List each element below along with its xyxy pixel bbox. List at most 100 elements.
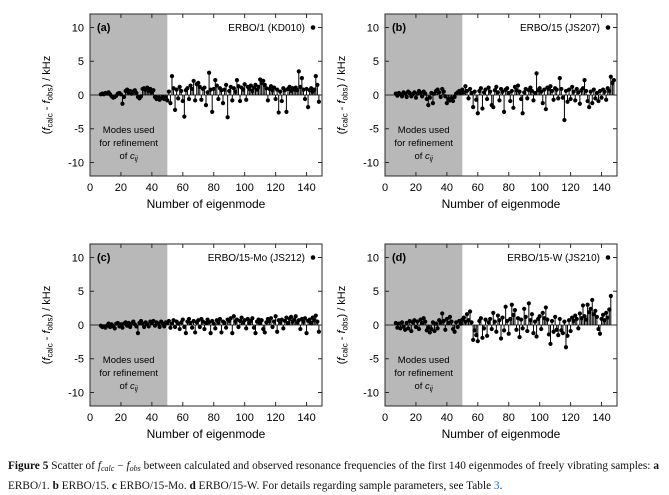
x-tick-label: 100 — [235, 412, 253, 424]
y-tick-label: 0 — [78, 90, 84, 102]
y-tick-label: 10 — [72, 22, 84, 34]
data-points — [98, 69, 322, 120]
legend-marker-icon — [310, 255, 316, 260]
x-tick-label: 120 — [266, 182, 284, 194]
x-tick-label: 140 — [297, 412, 315, 424]
y-axis-title: (fcalc - fobs) / kHz — [336, 56, 350, 135]
caption-segment: f — [97, 460, 101, 472]
panel-c: Modes used for refinement of cij 0 20 40 60 80 1… — [38, 230, 334, 461]
y-tick-label: -10 — [363, 387, 379, 399]
caption-segment: . — [499, 479, 503, 492]
panel-d: Modes used for refinement of cij 0 20 40 60 80 1… — [333, 230, 629, 461]
panel-a: Modes used for refinement of cij 0 20 40 60 80 1… — [38, 0, 334, 231]
y-tick-label: -5 — [74, 354, 84, 366]
legend-marker-icon — [310, 25, 316, 30]
refinement-label-line1: Modes used — [103, 125, 155, 136]
caption-segment: ERBO/15-Mo. — [116, 479, 190, 492]
x-tick-label: 0 — [382, 412, 388, 424]
x-tick-label: 80 — [503, 412, 515, 424]
panel-label: (c) — [97, 252, 111, 264]
refinement-label-line2: for refinement — [99, 138, 158, 149]
x-tick-label: 140 — [297, 182, 315, 194]
refinement-label-line1: Modes used — [103, 355, 155, 366]
legend-marker-icon — [605, 255, 611, 260]
legend-label: ERBO/15 (JS207) — [520, 23, 600, 34]
caption-segment: ERBO/1. — [8, 479, 53, 492]
data-points — [393, 293, 613, 350]
ticks — [89, 14, 322, 176]
caption-segment: a — [653, 460, 659, 472]
legend-label: ERBO/15-Mo (JS212) — [208, 253, 305, 264]
y-tick-label: 5 — [78, 56, 84, 68]
y-tick-label: -5 — [369, 354, 379, 366]
y-tick-label: 0 — [78, 320, 84, 332]
y-tick-label: 0 — [373, 320, 379, 332]
x-tick-label: 120 — [561, 182, 579, 194]
x-tick-label: 140 — [592, 182, 610, 194]
y-tick-label: -10 — [68, 387, 84, 399]
panel-b: Modes used for refinement of cij 0 20 40 60 80 1… — [333, 0, 629, 231]
x-tick-label: 40 — [146, 412, 158, 424]
data-points — [393, 71, 617, 123]
x-tick-label: 100 — [530, 412, 548, 424]
ticks — [384, 244, 617, 406]
x-tick-label: 80 — [208, 412, 220, 424]
refinement-label-line3: of cij — [119, 381, 138, 393]
ticks — [384, 14, 617, 176]
caption-segment: obs — [129, 464, 141, 473]
caption-segment: d — [189, 479, 196, 492]
refinement-label-line2: for refinement — [394, 138, 453, 149]
refinement-label-line1: Modes used — [398, 125, 450, 136]
x-tick-label: 40 — [441, 412, 453, 424]
x-tick-label: 40 — [441, 182, 453, 194]
panel-d-chart: Modes used for refinement of cij 0 20 40 60 80 1… — [336, 243, 618, 441]
x-axis-title: Number of eigenmode — [147, 427, 266, 441]
y-axis-title: (fcalc - fobs) / kHz — [336, 286, 350, 365]
caption-segment: b — [52, 479, 59, 492]
caption-segment: − — [114, 460, 127, 472]
y-tick-label: 5 — [373, 56, 379, 68]
x-tick-label: 20 — [410, 182, 422, 194]
ticks — [89, 244, 322, 406]
y-axis-title: (fcalc - fobs) / kHz — [41, 56, 55, 135]
y-tick-label: 10 — [367, 252, 379, 264]
y-axis-title: (fcalc - fobs) / kHz — [41, 286, 55, 365]
y-tick-label: -10 — [68, 157, 84, 169]
x-tick-label: 0 — [87, 412, 93, 424]
figure-caption: Figure 5 Scatter of fcalc − fobs between… — [8, 458, 659, 494]
caption-segment: calc — [100, 464, 115, 473]
y-tick-label: -5 — [74, 124, 84, 136]
x-tick-label: 0 — [87, 182, 93, 194]
caption-segment: Scatter of — [48, 460, 98, 472]
legend-label: ERBO/15-W (JS210) — [507, 253, 600, 264]
panel-label: (d) — [392, 252, 406, 264]
panel-b-chart: Modes used for refinement of cij 0 20 40 60 80 1… — [336, 13, 618, 211]
x-tick-label: 100 — [530, 182, 548, 194]
refinement-label-line1: Modes used — [398, 355, 450, 366]
y-tick-label: 10 — [367, 22, 379, 34]
panel-label: (a) — [97, 22, 111, 34]
table-3-link[interactable]: 3 — [493, 479, 500, 492]
x-tick-label: 60 — [472, 412, 484, 424]
refinement-label-line3: of cij — [414, 151, 433, 163]
refinement-label-line2: for refinement — [99, 368, 158, 379]
x-axis-title: Number of eigenmode — [442, 427, 561, 441]
legend-marker-icon — [605, 25, 611, 30]
y-tick-label: -10 — [363, 157, 379, 169]
caption-segment: ERBO/15-W. For details regarding sample … — [195, 479, 494, 492]
x-tick-label: 80 — [208, 182, 220, 194]
refinement-label-line2: for refinement — [394, 368, 453, 379]
y-tick-label: 10 — [72, 252, 84, 264]
caption-segment: c — [111, 479, 117, 492]
x-tick-label: 20 — [115, 412, 127, 424]
caption-segment: f — [126, 460, 130, 472]
y-tick-label: 5 — [373, 286, 379, 298]
panel-label: (b) — [392, 22, 406, 34]
x-tick-label: 20 — [115, 182, 127, 194]
caption-segment: ERBO/15. — [58, 479, 112, 492]
data-points — [98, 313, 322, 336]
x-tick-label: 0 — [382, 182, 388, 194]
y-tick-label: 0 — [373, 90, 379, 102]
x-tick-label: 60 — [177, 182, 189, 194]
